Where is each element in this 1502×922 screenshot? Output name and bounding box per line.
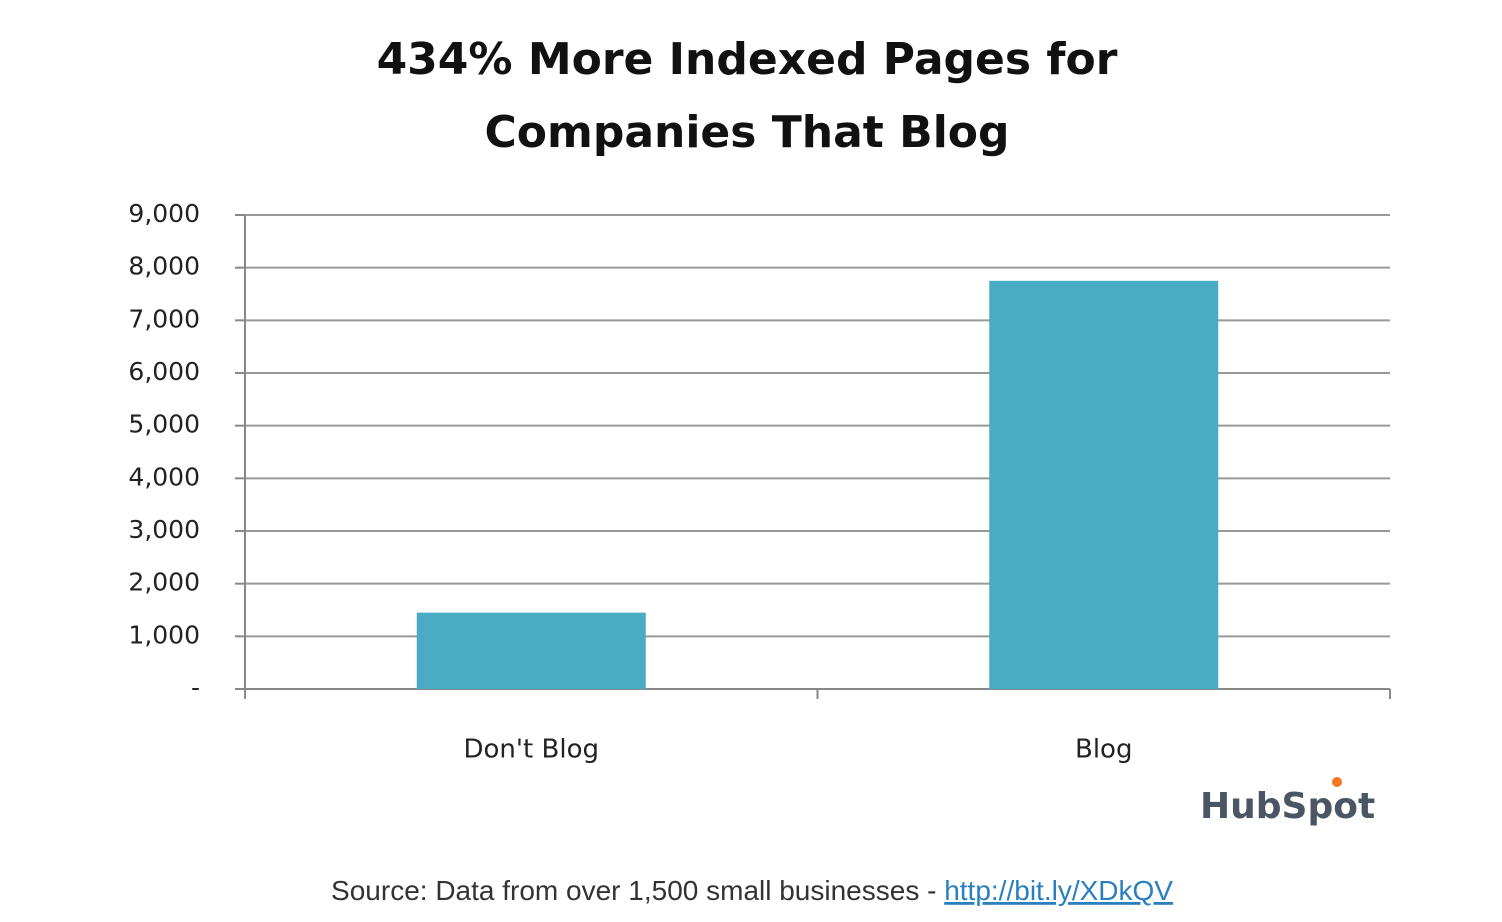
y-tick-label: 4,000 (128, 462, 200, 491)
logo-text: HubSpot (1200, 786, 1375, 827)
y-tick-label: - (191, 673, 200, 702)
y-tick-label: 8,000 (128, 252, 200, 281)
source-link[interactable]: http://bit.ly/XDkQV (944, 875, 1173, 906)
y-tick-label: 3,000 (128, 515, 200, 544)
source-text: Source: Data from over 1,500 small busin… (331, 875, 944, 906)
y-tick-label: 1,000 (128, 620, 200, 649)
bar (989, 280, 1219, 689)
x-tick-label: Blog (1075, 735, 1132, 765)
x-tick-label: Don't Blog (464, 735, 599, 765)
logo-dot (1332, 777, 1342, 787)
y-tick-label: 2,000 (128, 568, 200, 597)
chart-title: 434% More Indexed Pages for (377, 34, 1118, 85)
chart-title: Companies That Blog (484, 107, 1009, 158)
y-tick-label: 5,000 (128, 410, 200, 439)
y-tick-label: 6,000 (128, 357, 200, 386)
logo: HubSpot (1200, 777, 1375, 827)
y-tick-label: 9,000 (128, 199, 200, 228)
y-tick-label: 7,000 (128, 304, 200, 333)
source-note: Source: Data from over 1,500 small busin… (331, 875, 1173, 906)
bar (416, 612, 646, 689)
